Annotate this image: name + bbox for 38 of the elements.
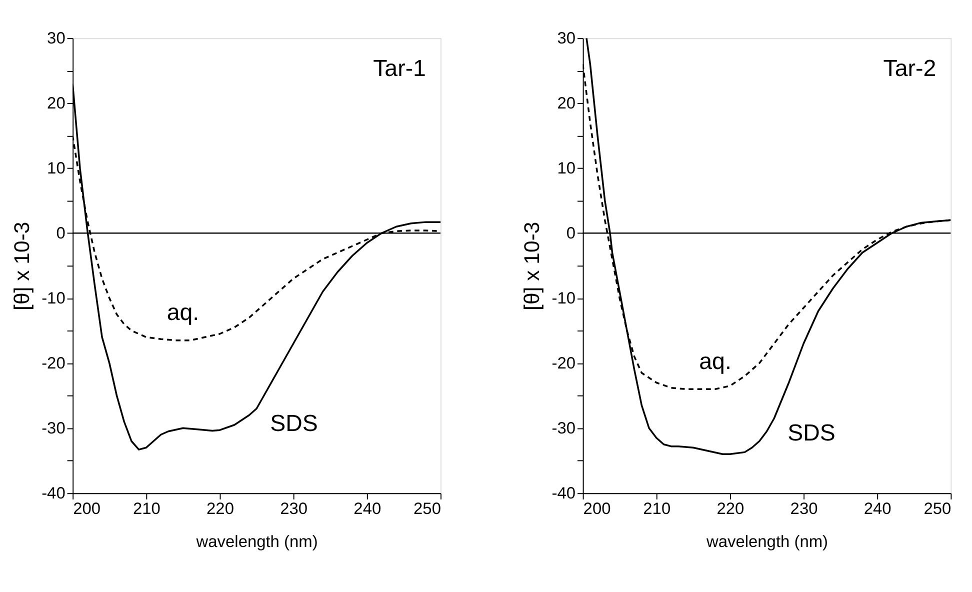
y-tick-label: 30 bbox=[47, 29, 66, 48]
x-tick-label: 250 bbox=[414, 500, 441, 518]
x-tick-label: 200 bbox=[583, 500, 611, 518]
y-tick-label: 20 bbox=[47, 94, 66, 112]
y-tick-label: -40 bbox=[552, 484, 576, 502]
annotation: aq. bbox=[166, 299, 200, 326]
x-tick-label: 220 bbox=[716, 500, 744, 518]
x-tick-label: 230 bbox=[280, 500, 308, 518]
x-axis-title: wavelength (nm) bbox=[195, 532, 318, 551]
annotation: SDS bbox=[270, 410, 318, 436]
x-tick-label: 240 bbox=[864, 500, 892, 518]
x-tick-label: 220 bbox=[206, 500, 234, 518]
y-tick-label: -30 bbox=[552, 419, 576, 438]
y-axis-title: [θ] x 10-3 bbox=[520, 222, 544, 310]
y-tick-label: -20 bbox=[552, 354, 576, 372]
y-tick-label: -10 bbox=[42, 289, 66, 308]
annotation: Tar-2 bbox=[883, 54, 936, 81]
y-tick-label: 20 bbox=[557, 94, 576, 112]
y-axis-title: [θ] x 10-3 bbox=[10, 222, 34, 310]
y-tick-label: -30 bbox=[42, 419, 66, 438]
y-tick-label: 10 bbox=[557, 159, 576, 178]
annotation: Tar-1 bbox=[373, 54, 426, 81]
annotation: SDS bbox=[788, 420, 836, 446]
y-tick-label: -20 bbox=[42, 354, 66, 372]
y-tick-label: 0 bbox=[56, 224, 66, 242]
x-tick-label: 230 bbox=[790, 500, 818, 518]
annotation: aq. bbox=[699, 348, 732, 374]
x-tick-label: 200 bbox=[73, 500, 101, 518]
x-tick-label: 210 bbox=[132, 500, 160, 518]
y-tick-label: 10 bbox=[47, 159, 66, 178]
x-tick-label: 250 bbox=[924, 500, 952, 518]
x-tick-label: 240 bbox=[354, 500, 382, 518]
x-tick-label: 210 bbox=[643, 500, 671, 518]
y-tick-label: 0 bbox=[566, 224, 576, 242]
y-tick-label: -10 bbox=[552, 289, 576, 308]
x-axis-title: wavelength (nm) bbox=[705, 532, 828, 551]
y-tick-label: 30 bbox=[557, 29, 576, 48]
y-tick-label: -40 bbox=[42, 484, 66, 502]
